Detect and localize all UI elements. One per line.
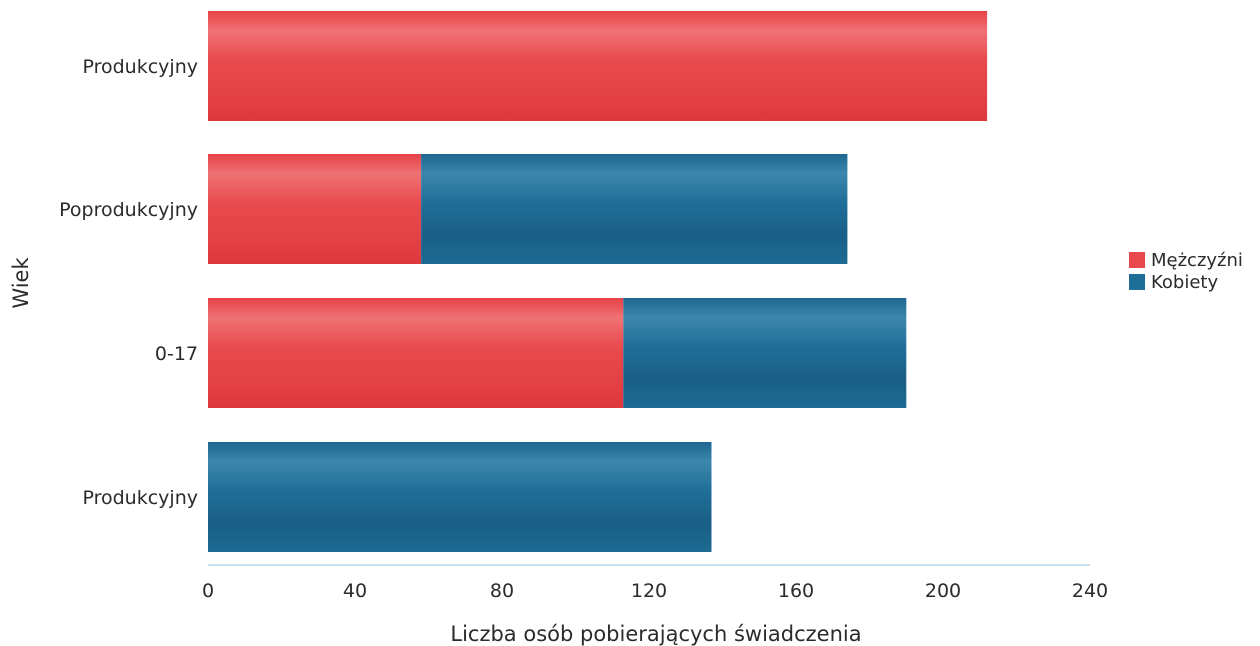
- legend-label: Kobiety: [1151, 272, 1218, 293]
- x-tick-label: 120: [631, 580, 667, 602]
- x-tick-label: 80: [490, 580, 514, 602]
- legend-swatch: [1129, 274, 1145, 290]
- bar-kobiety-2: [623, 298, 907, 408]
- x-tick-label: 200: [925, 580, 961, 602]
- x-tick-label: 240: [1072, 580, 1108, 602]
- bars-group: [208, 11, 988, 552]
- x-tick-label: 160: [778, 580, 814, 602]
- y-tick-label: 0-17: [155, 343, 198, 365]
- bar-kobiety-3: [208, 442, 712, 552]
- y-axis-title: Wiek: [9, 257, 33, 309]
- y-tick-label: Produkcyjny: [82, 56, 198, 78]
- x-tick-label: 40: [343, 580, 367, 602]
- bar-mezczyzni-1: [208, 154, 422, 264]
- y-tick-labels: Produkcyjny Poprodukcyjny 0-17 Produkcyjny: [59, 56, 198, 509]
- y-tick-label: Produkcyjny: [82, 487, 198, 509]
- bar-mezczyzni-0: [208, 11, 988, 121]
- legend-label: Mężczyźni: [1151, 250, 1243, 271]
- x-axis-title: Liczba osób pobierających świadczenia: [450, 622, 861, 646]
- bar-mezczyzni-2: [208, 298, 624, 408]
- y-tick-label: Poprodukcyjny: [59, 199, 198, 221]
- x-tick-label: 0: [202, 580, 214, 602]
- bar-kobiety-1: [421, 154, 848, 264]
- x-tick-labels: 0 40 80 120 160 200 240: [202, 580, 1108, 602]
- legend-swatch: [1129, 252, 1145, 268]
